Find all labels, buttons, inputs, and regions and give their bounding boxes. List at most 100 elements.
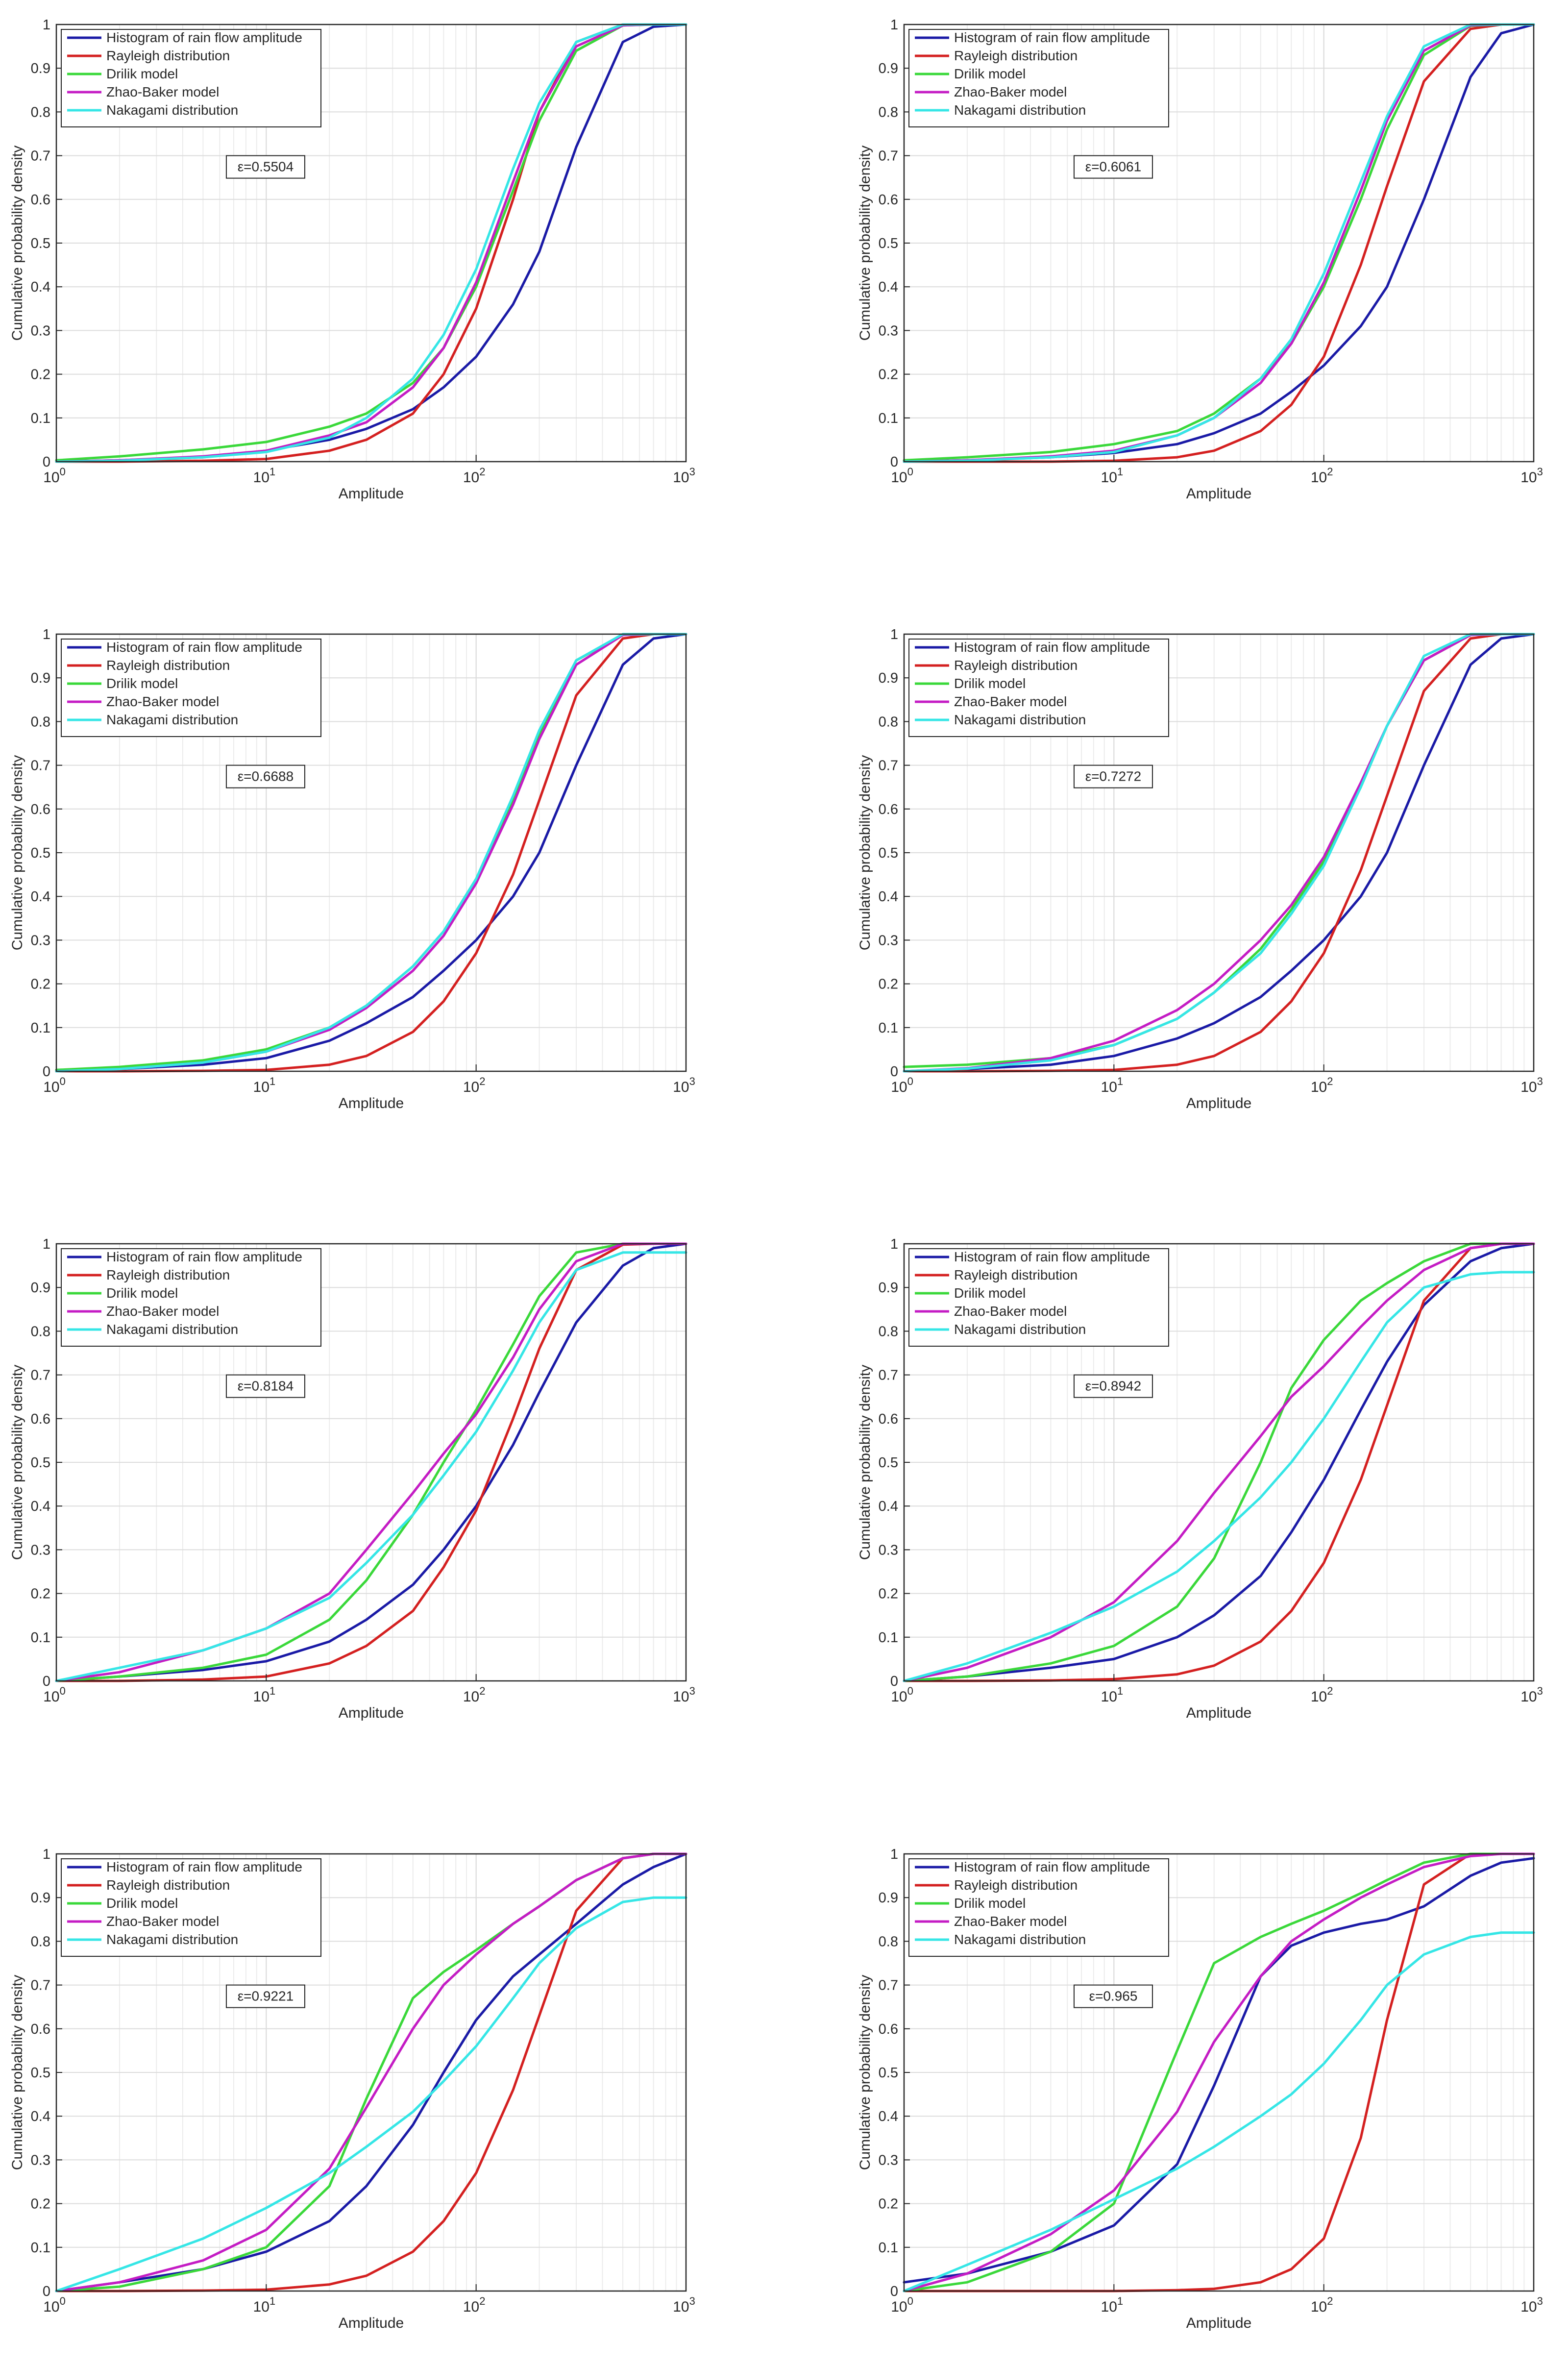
y-tick-label: 0.7 bbox=[31, 1368, 50, 1383]
y-tick-label: 0.3 bbox=[879, 2152, 898, 2168]
grid bbox=[56, 634, 686, 1072]
x-tick-label: 103 bbox=[1520, 1685, 1543, 1705]
legend-entry: Nakagami distribution bbox=[954, 1322, 1086, 1337]
y-tick-label: 0.9 bbox=[31, 670, 50, 686]
y-tick-label: 0.7 bbox=[31, 1978, 50, 1994]
y-tick-label: 0.9 bbox=[879, 670, 898, 686]
legend-entry: Nakagami distribution bbox=[106, 102, 238, 118]
y-tick-label: 0.6 bbox=[879, 192, 898, 208]
x-axis-label: Amplitude bbox=[339, 1095, 404, 1111]
epsilon-annotation: ε=0.8184 bbox=[225, 1374, 305, 1398]
y-tick-label: 0.6 bbox=[31, 2021, 50, 2037]
y-tick-label: 0.5 bbox=[879, 236, 898, 251]
y-tick-label: 0.8 bbox=[31, 714, 50, 730]
y-tick-label: 0.1 bbox=[31, 1630, 50, 1646]
y-tick-label: 0.1 bbox=[879, 1630, 898, 1646]
x-tick-label: 100 bbox=[891, 1075, 913, 1095]
x-tick-label: 101 bbox=[253, 2295, 276, 2315]
y-tick-label: 0.6 bbox=[31, 192, 50, 208]
legend-box bbox=[908, 639, 1169, 737]
y-tick-label: 0.3 bbox=[879, 933, 898, 948]
y-tick-label: 0.5 bbox=[879, 2065, 898, 2081]
legend-entry: Histogram of rain flow amplitude bbox=[106, 30, 302, 45]
epsilon-annotation: ε=0.6061 bbox=[1073, 155, 1153, 179]
x-tick-label: 100 bbox=[43, 1685, 66, 1705]
legend-entry: Zhao-Baker model bbox=[106, 1914, 219, 1929]
y-tick-label: 1 bbox=[890, 17, 898, 33]
series-line-nakagami bbox=[903, 23, 1535, 463]
legend-entry: Histogram of rain flow amplitude bbox=[954, 1249, 1150, 1264]
legend-entry: Rayleigh distribution bbox=[106, 48, 230, 63]
y-tick-label: 0.9 bbox=[31, 61, 50, 76]
y-tick-label: 0 bbox=[890, 1064, 898, 1080]
legend-entry: Histogram of rain flow amplitude bbox=[106, 1249, 302, 1264]
y-tick-label: 0 bbox=[890, 1674, 898, 1689]
legend: Histogram of rain flow amplitude Rayleigh… bbox=[61, 1858, 321, 1957]
chart-panel-5: 0 0.1 0.2 0.3 0.4 0.5 0.6 0.7 0.8 0.9 1 100 101 102 10… bbox=[9, 1236, 695, 1721]
y-tick-label: 0.9 bbox=[879, 1890, 898, 1906]
x-tick-label: 100 bbox=[891, 1685, 913, 1705]
y-tick-label: 0.5 bbox=[31, 845, 50, 861]
legend-box bbox=[61, 639, 321, 737]
y-tick-label: 0.9 bbox=[31, 1890, 50, 1906]
y-axis-label: Cumulative probability density bbox=[9, 755, 25, 951]
epsilon-label: ε=0.965 bbox=[1089, 1989, 1137, 2004]
legend-entry: Histogram of rain flow amplitude bbox=[106, 1859, 302, 1874]
y-tick-label: 0.1 bbox=[31, 411, 50, 426]
legend-box bbox=[61, 1858, 321, 1957]
legend-entry: Histogram of rain flow amplitude bbox=[106, 640, 302, 655]
legend-entry: Zhao-Baker model bbox=[954, 694, 1067, 709]
legend-entry: Rayleigh distribution bbox=[106, 1267, 230, 1282]
series-line-nakagami bbox=[55, 1896, 687, 2292]
y-tick-label: 0.3 bbox=[31, 1542, 50, 1558]
legend-entry: Zhao-Baker model bbox=[954, 1914, 1067, 1929]
y-tick-label: 0.6 bbox=[879, 1411, 898, 1427]
legend-entry: Histogram of rain flow amplitude bbox=[954, 640, 1150, 655]
chart-panel-8: 0 0.1 0.2 0.3 0.4 0.5 0.6 0.7 0.8 0.9 1 100 101 102 10… bbox=[857, 1847, 1543, 2331]
y-tick-label: 0.8 bbox=[31, 104, 50, 120]
series-line-zhao-baker bbox=[903, 633, 1535, 1073]
x-tick-label: 100 bbox=[891, 2295, 913, 2315]
legend-entry: Drilik model bbox=[954, 1896, 1026, 1911]
series-line-histogram bbox=[903, 1857, 1535, 2284]
y-tick-label: 0.1 bbox=[879, 2240, 898, 2256]
legend-entry: Nakagami distribution bbox=[954, 1932, 1086, 1947]
epsilon-annotation: ε=0.5504 bbox=[225, 155, 305, 179]
legend-entry: Drilik model bbox=[954, 676, 1026, 691]
x-tick-label: 102 bbox=[1311, 2295, 1333, 2315]
y-tick-label: 0.9 bbox=[879, 1280, 898, 1296]
y-tick-label: 0.2 bbox=[31, 977, 50, 992]
legend-box bbox=[908, 1858, 1169, 1957]
series-line-zhao-baker bbox=[55, 1852, 687, 2292]
x-tick-label: 102 bbox=[1311, 1075, 1333, 1095]
series-line-rayleigh bbox=[55, 1852, 687, 2292]
series-line-rayleigh bbox=[903, 633, 1535, 1073]
y-tick-label: 0.4 bbox=[879, 279, 898, 295]
x-tick-label: 103 bbox=[1520, 1075, 1543, 1095]
legend-entry: Drilik model bbox=[106, 66, 178, 81]
y-tick-label: 0.3 bbox=[31, 2152, 50, 2168]
epsilon-label: ε=0.6061 bbox=[1085, 159, 1141, 174]
legend-entry: Drilik model bbox=[954, 1285, 1026, 1301]
y-tick-label: 0.4 bbox=[31, 1499, 50, 1514]
x-axis-label: Amplitude bbox=[339, 2315, 404, 2331]
epsilon-label: ε=0.5504 bbox=[238, 159, 294, 174]
series-line-nakagami bbox=[903, 633, 1535, 1073]
y-tick-label: 0.5 bbox=[879, 845, 898, 861]
legend-entry: Nakagami distribution bbox=[954, 102, 1086, 118]
y-tick-label: 0.1 bbox=[879, 1020, 898, 1036]
x-tick-label: 102 bbox=[1311, 466, 1333, 486]
epsilon-box bbox=[225, 764, 305, 789]
series-line-histogram bbox=[55, 1852, 687, 2292]
legend-entry: Rayleigh distribution bbox=[106, 658, 230, 673]
y-tick-label: 0.3 bbox=[31, 323, 50, 339]
x-tick-label: 101 bbox=[253, 1685, 276, 1705]
legend-entry: Zhao-Baker model bbox=[954, 1304, 1067, 1319]
legend-box bbox=[908, 1248, 1169, 1347]
y-tick-label: 0.8 bbox=[879, 1934, 898, 1949]
series-line-histogram bbox=[903, 633, 1535, 1073]
legend-entry: Nakagami distribution bbox=[106, 712, 238, 727]
legend: Histogram of rain flow amplitude Rayleigh… bbox=[908, 1248, 1169, 1347]
legend-entry: Zhao-Baker model bbox=[106, 84, 219, 99]
